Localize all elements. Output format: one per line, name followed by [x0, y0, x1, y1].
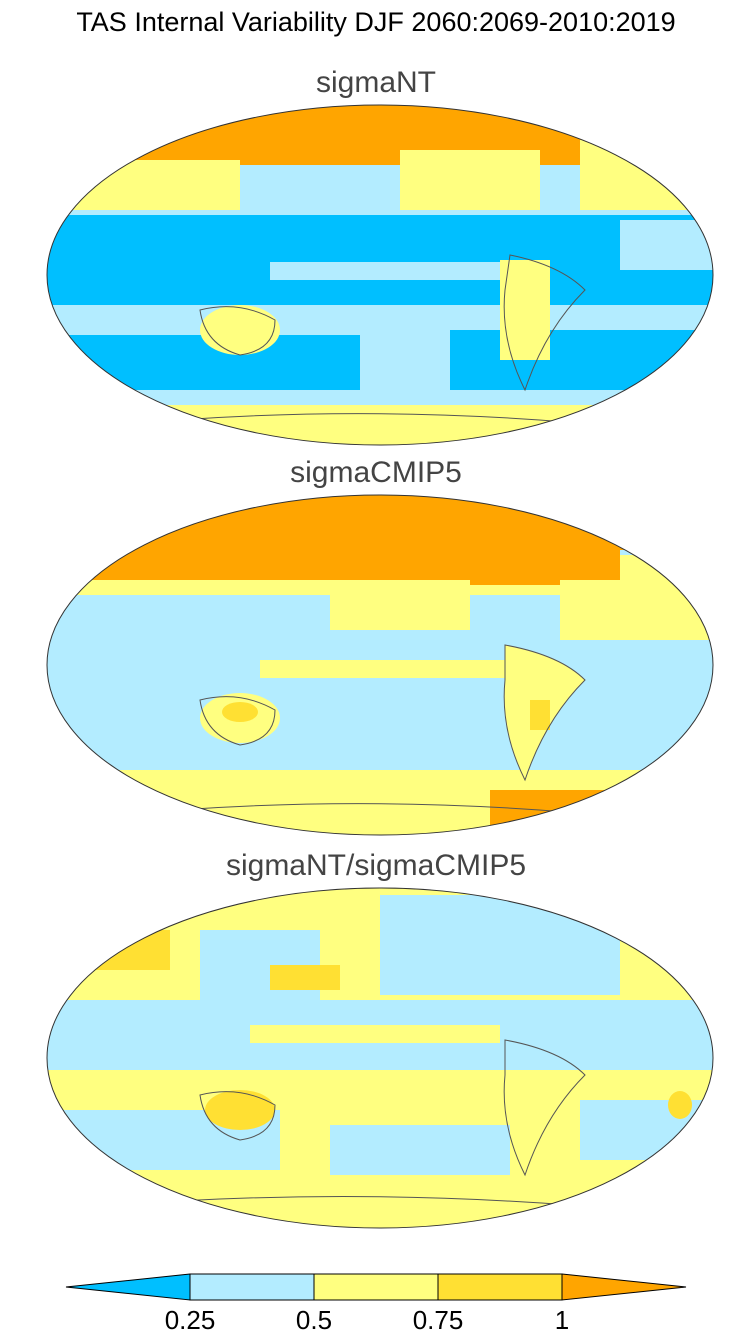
- map-panel: [47, 495, 713, 835]
- map-region: [80, 930, 170, 970]
- map-region: [668, 1091, 692, 1119]
- panel-title: sigmaNT/sigmaCMIP5: [226, 849, 526, 882]
- figure-title: TAS Internal Variability DJF 2060:2069-2…: [76, 7, 675, 37]
- panel-title: sigmaNT: [316, 66, 436, 99]
- map-frame: [46, 494, 714, 836]
- map-frame: [46, 887, 714, 1229]
- map-panel: [47, 105, 713, 445]
- map-region: [222, 702, 258, 722]
- map-region: [330, 1125, 510, 1175]
- colorbar-tick-label: 0.5: [296, 1305, 332, 1335]
- colorbar-box: [437, 1273, 563, 1301]
- map-region: [270, 965, 340, 990]
- map-region: [47, 770, 713, 835]
- map-region: [260, 660, 520, 678]
- colorbar: 0.25 0.5 0.75 1: [65, 1273, 687, 1335]
- map-frame: [46, 104, 714, 446]
- panel-title: sigmaCMIP5: [290, 456, 462, 489]
- map-region: [200, 305, 280, 355]
- map-region: [47, 495, 400, 580]
- map-region: [620, 495, 713, 550]
- map-region: [560, 580, 713, 640]
- map-region: [330, 580, 470, 630]
- map-region: [47, 405, 713, 445]
- map-region: [620, 220, 713, 270]
- colorbar-tick-label: 0.75: [413, 1305, 464, 1335]
- map-region: [47, 335, 360, 390]
- map-region: [400, 495, 620, 585]
- colorbar-triangle: [561, 1273, 687, 1301]
- colorbar-tick-label: 1: [555, 1305, 569, 1335]
- map-region: [600, 895, 640, 910]
- map-region: [380, 895, 620, 995]
- colorbar-box: [313, 1273, 439, 1301]
- map-region: [60, 160, 240, 210]
- map-region: [450, 330, 713, 390]
- map-region: [400, 150, 540, 210]
- map-region: [250, 1025, 500, 1043]
- colorbar-triangle: [65, 1273, 191, 1301]
- map-region: [270, 262, 520, 280]
- colorbar-box: [189, 1273, 315, 1301]
- map-region: [205, 1090, 275, 1130]
- colorbar-tick-label: 0.25: [165, 1305, 216, 1335]
- map-panel: [47, 888, 713, 1228]
- map-region: [560, 105, 713, 140]
- map-region: [47, 215, 713, 305]
- map-region: [530, 700, 550, 730]
